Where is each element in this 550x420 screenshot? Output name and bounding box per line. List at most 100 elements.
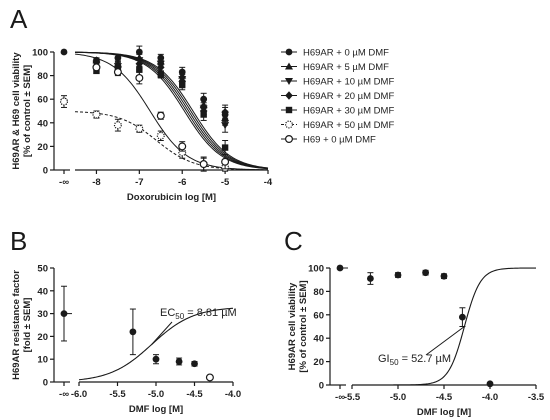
x-inf-tick-label: -∞	[59, 177, 69, 188]
legend: H69AR + 0 µM DMF H69AR + 5 µM DMF H69AR + …	[281, 48, 394, 146]
legend-marker	[285, 135, 294, 144]
y-tick-label: 40	[37, 118, 48, 129]
panel-letter-c: C	[284, 226, 303, 256]
data-point	[205, 373, 214, 382]
y-axis-title: H69AR resistance factor	[11, 270, 22, 380]
legend-label: H69AR + 0 µM DMF	[303, 48, 389, 59]
y-axis-title-sub: [fold ± SEM]	[22, 298, 33, 353]
x-tick-label: -5	[221, 177, 230, 188]
legend-marker	[285, 62, 293, 70]
fit-curve	[74, 53, 269, 171]
data-point	[114, 54, 122, 62]
data-point	[221, 122, 230, 130]
y-tick-label: 30	[37, 309, 48, 320]
x-axis-title: DMF log [M]	[417, 407, 471, 418]
x-tick-label: -5.5	[109, 389, 126, 400]
ec50-subscript: 50	[175, 312, 184, 321]
x-tick-label: -5.0	[390, 392, 406, 403]
gi50-subscript: 50	[390, 358, 399, 367]
annotation-leader	[425, 326, 465, 356]
y-axis-title-sub: [% of control ± SEM]	[298, 280, 309, 372]
fit-curve	[74, 51, 269, 169]
panel-c: C 0 20 40 60 80 100 -∞-5.5 -5.0 -4.5 -4.0 -3.5 DMF l…	[284, 226, 545, 418]
data-point	[367, 275, 374, 282]
legend-marker	[285, 106, 293, 114]
x-axis-title: DMF log [M]	[129, 404, 183, 415]
legend-marker	[285, 78, 293, 85]
data-point-inf	[60, 310, 68, 317]
data-point	[440, 272, 448, 280]
y-tick-label: 80	[313, 287, 324, 298]
data-point	[200, 111, 207, 118]
legend-marker	[285, 120, 294, 129]
data-point	[221, 144, 229, 151]
x-tick-label: -3.5	[528, 392, 545, 403]
data-point	[459, 313, 466, 321]
legend-label: H69AR + 30 µM DMF	[303, 106, 394, 117]
legend-marker	[285, 48, 293, 56]
y-tick-label: 0	[43, 378, 48, 389]
x-tick-label: -6	[178, 177, 186, 188]
y-tick-label: 20	[37, 142, 48, 153]
data-point	[113, 121, 122, 130]
panel-b: B 0 10 20 30 40 50 -∞ -6.0 -5.5 -5.0 -4.5 -4.0 DMF lo…	[10, 226, 241, 415]
annotation-leader	[151, 321, 173, 345]
x-tick-label: -6.0	[71, 389, 87, 400]
y-tick-label: 40	[37, 286, 48, 297]
data-point	[179, 81, 186, 89]
y-axis-title: H69AR & H69 cell viability	[11, 52, 22, 170]
x-tick-label: -5.5	[344, 392, 361, 403]
fit-curve	[352, 267, 536, 386]
data-point	[422, 269, 429, 277]
data-point	[157, 71, 164, 78]
data-point	[135, 124, 144, 133]
legend-label: H69 + 0 µM DMF	[303, 135, 376, 146]
data-point	[136, 66, 143, 73]
y-tick-label: 10	[37, 355, 48, 366]
x-tick-label: -8	[92, 177, 100, 188]
x-tick-label: -5.0	[148, 389, 164, 400]
gi50-annotation: GI50 = 52.7 µM	[378, 353, 451, 367]
y-tick-label: 20	[313, 357, 324, 368]
data-point	[135, 73, 144, 82]
legend-label: H69AR + 5 µM DMF	[303, 62, 389, 73]
data-point	[113, 68, 122, 77]
y-axis-title-sub: [% of control ± SEM]	[22, 65, 33, 157]
x-tick-label: -4.0	[225, 389, 241, 400]
y-tick-label: 60	[37, 95, 48, 106]
fit-curve	[74, 51, 269, 170]
data-point	[129, 328, 137, 336]
fit-curve	[74, 51, 269, 169]
data-point	[156, 63, 165, 72]
y-tick-label: 50	[37, 264, 48, 275]
data-point	[178, 148, 187, 157]
data-point	[394, 271, 402, 279]
data-point	[486, 380, 494, 388]
data-point-inf	[60, 48, 68, 56]
panel-letter-b: B	[10, 226, 27, 256]
legend-label: H69AR + 10 µM DMF	[303, 77, 394, 88]
y-axis-title: H69AR cell viability	[287, 282, 298, 370]
x-inf-tick-label: -∞	[59, 389, 69, 400]
y-tick-label: 0	[319, 381, 324, 392]
y-tick-label: 20	[37, 332, 48, 343]
ec50-value: = 8.81 µM	[184, 307, 237, 319]
y-tick-label: 0	[43, 166, 48, 177]
fit-curve	[78, 307, 234, 381]
ec50-annotation: EC50 = 8.81 µM	[160, 307, 237, 321]
data-point	[191, 360, 198, 368]
x-tick-label: -4.5	[186, 389, 203, 400]
legend-label: H69AR + 20 µM DMF	[303, 91, 394, 102]
data-point	[152, 355, 160, 363]
data-point	[199, 160, 208, 169]
data-point	[178, 142, 187, 151]
y-tick-label: 80	[37, 71, 48, 82]
data-point	[92, 63, 101, 72]
data-point	[156, 131, 165, 140]
y-tick-label: 100	[308, 264, 324, 275]
data-point	[156, 111, 165, 120]
gi50-value: = 52.7 µM	[399, 353, 452, 365]
y-tick-label: 60	[313, 310, 324, 321]
x-tick-label: -4.0	[482, 392, 498, 403]
